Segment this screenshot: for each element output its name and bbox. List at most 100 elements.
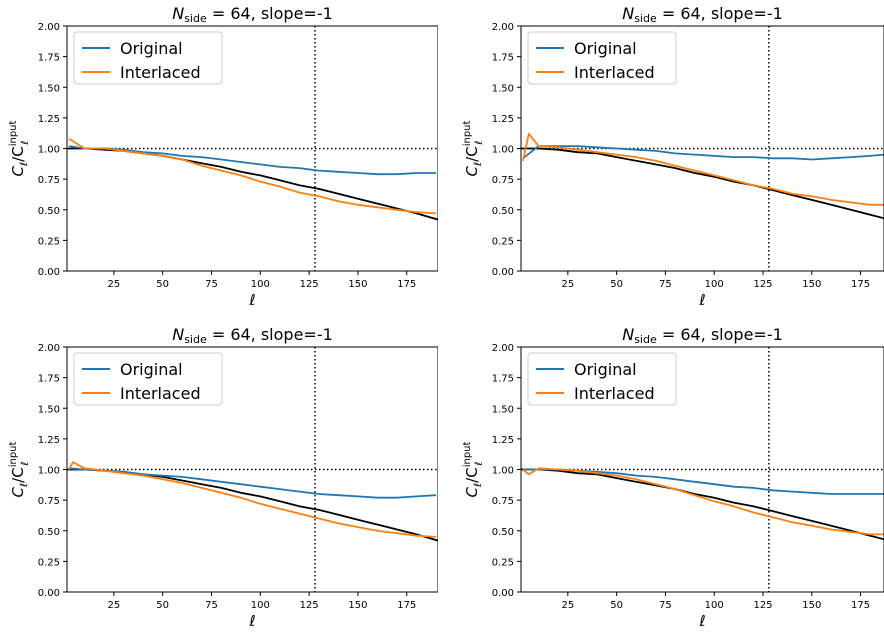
plot-frame [520, 25, 884, 272]
y-tick-label: 0.75 [492, 175, 514, 186]
y-axis-label: Cℓ/Cinputℓ [8, 441, 31, 497]
y-tick-label: 0.25 [38, 557, 60, 568]
y-tick-label: 1.00 [38, 145, 60, 156]
x-tick-label: 50 [610, 600, 623, 611]
y-tick-label: 0.00 [38, 588, 60, 599]
legend-label: Interlaced [574, 63, 655, 82]
y-tick-label: 1.25 [38, 435, 60, 446]
y-tick-label: 0.50 [492, 206, 514, 217]
y-tick-label: 1.50 [38, 404, 60, 415]
series-interlaced-line [68, 137, 437, 215]
x-tick-label: 75 [659, 279, 672, 290]
legend-label: Original [120, 39, 183, 58]
x-tick-label: 50 [156, 279, 169, 290]
y-tick-label: 0.00 [492, 267, 514, 278]
y-tick-label: 0.75 [38, 496, 60, 507]
x-tick-label: 25 [561, 279, 574, 290]
legend-label: Interlaced [574, 384, 655, 403]
title-n: N [622, 325, 634, 344]
chart-panel-2: Nside = 64, slope=-1 0.00 0.25 0.50 0.75 1.00… [462, 4, 884, 309]
y-tick-label: 0.50 [38, 206, 60, 217]
x-tick-label: 125 [753, 600, 772, 611]
y-tick-label: 0.25 [38, 236, 60, 247]
legend-label: Original [120, 360, 183, 379]
title-rest: = 64, slope=-1 [207, 4, 333, 23]
title-rest: = 64, slope=-1 [207, 325, 333, 344]
plot-frame [66, 346, 438, 593]
figure: Nside = 64, slope=-1 0.00 0.25 0.50 0.75 1.00… [8, 4, 884, 630]
series-original-line [522, 145, 884, 161]
chart-title: Nside = 64, slope=-1 [622, 325, 783, 346]
x-tick-label: 125 [300, 279, 319, 290]
x-tick-label: 125 [300, 600, 319, 611]
y-tick-label: 2.00 [492, 343, 514, 354]
title-sub: side [634, 333, 657, 346]
x-tick-label: 150 [348, 600, 367, 611]
y-tick-label: 1.75 [38, 374, 60, 385]
x-tick-label: 150 [802, 600, 821, 611]
y-axis-label: Cℓ/Cinputℓ [462, 441, 485, 497]
y-tick-label: 1.50 [492, 83, 514, 94]
series-interlaced-line [68, 461, 437, 538]
title-n: N [172, 4, 184, 23]
x-tick-label: 125 [753, 279, 772, 290]
x-tick-label: 50 [156, 600, 169, 611]
y-axis-label: Cℓ/Cinputℓ [462, 120, 485, 176]
legend [73, 352, 223, 406]
y-tick-label: 1.50 [492, 404, 514, 415]
x-tick-label: 75 [659, 600, 672, 611]
series-original-line [68, 145, 436, 176]
x-tick-label: 175 [851, 600, 870, 611]
series-model-line [67, 468, 438, 542]
series-original-line [68, 467, 437, 499]
series-model-line [67, 147, 438, 221]
x-tick-label: 50 [610, 279, 623, 290]
chart-title: Nside = 64, slope=-1 [172, 325, 333, 346]
title-n: N [172, 325, 184, 344]
y-tick-label: 0.50 [38, 527, 60, 538]
y-tick-label: 1.00 [492, 466, 514, 477]
x-tick-label: 100 [251, 600, 270, 611]
series-model-line [521, 468, 884, 541]
legend [527, 352, 677, 406]
title-n: N [622, 4, 634, 23]
y-tick-label: 0.00 [492, 588, 514, 599]
chart-panel-4: Nside = 64, slope=-1 0.00 0.25 0.50 0.75 1.00… [462, 325, 884, 630]
x-tick-label: 100 [705, 600, 724, 611]
y-tick-label: 1.25 [492, 114, 514, 125]
legend [73, 31, 223, 85]
chart-panel-3: Nside = 64, slope=-1 0.00 0.25 0.50 0.75 1.00… [8, 325, 438, 630]
y-tick-label: 0.25 [492, 557, 514, 568]
x-tick-label: 25 [107, 600, 120, 611]
x-tick-label: 25 [561, 600, 574, 611]
x-tick-label: 150 [348, 279, 367, 290]
legend-label: Original [574, 360, 637, 379]
plot-frame [66, 25, 438, 272]
x-tick-label: 150 [802, 279, 821, 290]
x-tick-label: 100 [705, 279, 724, 290]
x-tick-label: 75 [205, 279, 218, 290]
y-tick-label: 1.00 [492, 145, 514, 156]
y-tick-label: 2.00 [38, 22, 60, 33]
series-interlaced-line [522, 132, 884, 206]
x-tick-label: 75 [205, 600, 218, 611]
y-tick-label: 0.75 [492, 496, 514, 507]
y-tick-label: 2.00 [492, 22, 514, 33]
x-axis-label: ℓ [248, 612, 255, 630]
x-tick-label: 100 [251, 279, 270, 290]
x-axis-label: ℓ [698, 612, 705, 630]
legend-label: Original [574, 39, 637, 58]
y-tick-label: 0.25 [492, 236, 514, 247]
chart-title: Nside = 64, slope=-1 [622, 4, 783, 25]
chart-title: Nside = 64, slope=-1 [172, 4, 333, 25]
y-tick-label: 1.75 [492, 374, 514, 385]
y-tick-label: 0.50 [492, 527, 514, 538]
x-axis-label: ℓ [698, 291, 705, 309]
title-sub: side [634, 12, 657, 25]
series-interlaced-line [522, 467, 884, 536]
title-rest: = 64, slope=-1 [657, 4, 783, 23]
y-tick-label: 0.75 [38, 175, 60, 186]
x-axis-label: ℓ [248, 291, 255, 309]
y-tick-label: 1.50 [38, 83, 60, 94]
legend-label: Interlaced [120, 384, 201, 403]
